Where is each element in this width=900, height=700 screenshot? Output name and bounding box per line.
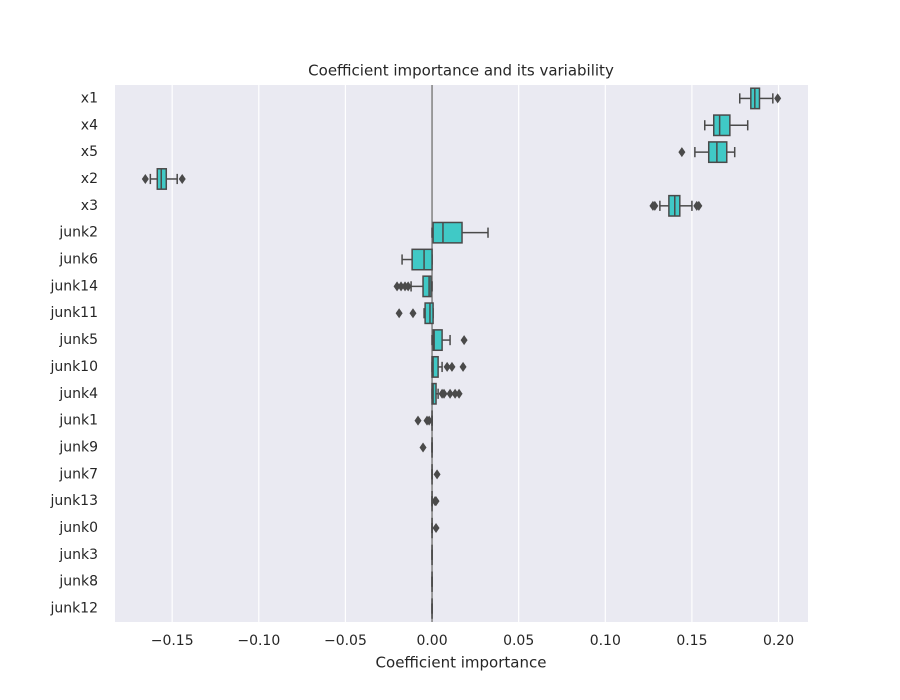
- y-tick-label: junk4: [58, 386, 98, 402]
- y-tick-label: junk7: [58, 466, 98, 482]
- box: [422, 275, 432, 298]
- y-tick-label: x5: [81, 144, 98, 160]
- box: [707, 141, 728, 164]
- outlier: [455, 388, 463, 399]
- box: [431, 355, 439, 378]
- outlier: [774, 93, 782, 104]
- outlier: [414, 415, 422, 426]
- y-tick-label: junk11: [49, 305, 98, 321]
- outlier: [432, 523, 440, 534]
- x-tick-label: 0.20: [763, 633, 794, 649]
- x-tick-label: 0.10: [590, 633, 621, 649]
- plot-area: [115, 85, 808, 622]
- outlier: [446, 388, 454, 399]
- y-tick-label: x2: [81, 171, 98, 187]
- outlier: [395, 308, 403, 319]
- outlier: [397, 281, 405, 292]
- y-tick-label: x4: [81, 117, 98, 133]
- x-tick-label: −0.15: [151, 633, 194, 649]
- box: [432, 221, 463, 244]
- outlier: [393, 281, 401, 292]
- y-tick-label: junk5: [58, 332, 98, 348]
- y-tick-label: junk14: [49, 278, 98, 294]
- outlier: [141, 173, 149, 184]
- y-tick-label: junk9: [58, 439, 98, 455]
- box: [713, 114, 731, 137]
- x-tick-label: −0.10: [237, 633, 280, 649]
- box: [424, 302, 434, 325]
- y-tick-label: junk1: [58, 413, 98, 429]
- outlier: [451, 388, 459, 399]
- outlier: [459, 361, 467, 372]
- chart-title: Coefficient importance and its variabili…: [308, 62, 614, 80]
- box: [411, 248, 433, 271]
- outlier: [419, 442, 427, 453]
- y-tick-label: junk10: [49, 359, 98, 375]
- outlier: [448, 361, 456, 372]
- y-tick-label: junk8: [58, 574, 98, 590]
- y-tick-label: junk13: [49, 493, 98, 509]
- box: [431, 382, 437, 405]
- outlier: [460, 335, 468, 346]
- y-tick-label: junk0: [58, 520, 98, 536]
- x-tick-label: 0.15: [676, 633, 707, 649]
- y-tick-label: junk6: [58, 252, 98, 268]
- y-tick-label: x1: [81, 90, 98, 106]
- outlier: [409, 308, 417, 319]
- y-tick-label: junk3: [58, 547, 98, 563]
- y-tick-label: junk2: [58, 225, 98, 241]
- y-tick-label: junk12: [49, 601, 98, 617]
- x-tick-label: 0.00: [416, 633, 447, 649]
- x-tick-label: −0.05: [324, 633, 367, 649]
- outlier: [443, 361, 451, 372]
- outlier: [695, 200, 703, 211]
- outlier: [651, 200, 659, 211]
- x-axis-label: Coefficient importance: [376, 654, 547, 672]
- outlier: [678, 147, 686, 158]
- outlier: [178, 173, 186, 184]
- outlier: [425, 415, 433, 426]
- outlier: [440, 388, 448, 399]
- outlier: [404, 281, 412, 292]
- outlier: [433, 469, 441, 480]
- outlier: [432, 496, 440, 507]
- box: [432, 329, 443, 352]
- y-tick-label: x3: [81, 198, 98, 214]
- x-tick-label: 0.05: [503, 633, 534, 649]
